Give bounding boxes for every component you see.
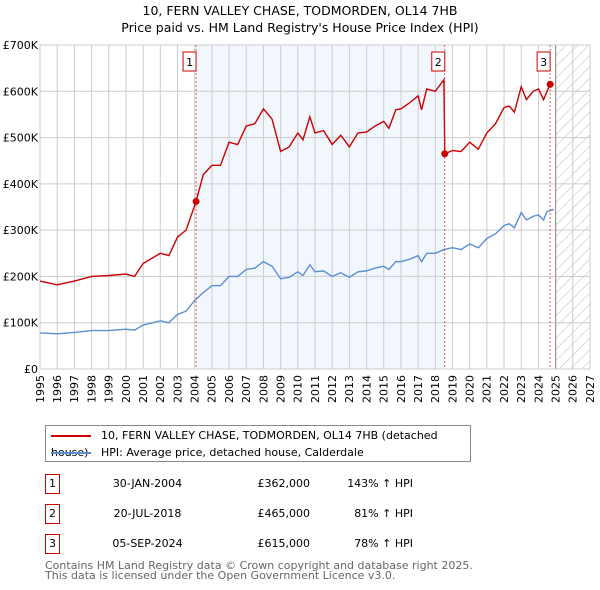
- x-tick-label: 2021: [481, 375, 494, 403]
- x-tick-label: 2000: [120, 375, 133, 403]
- plot-border: [39, 44, 591, 370]
- x-tick-label: 2017: [412, 375, 425, 403]
- sale-row: 2 20-JUL-2018 £465,000 81% ↑ HPI: [45, 504, 465, 524]
- sale-row: 1 30-JAN-2004 £362,000 143% ↑ HPI: [45, 474, 465, 494]
- x-tick-label: 2012: [326, 375, 339, 403]
- sale-row: 3 05-SEP-2024 £615,000 78% ↑ HPI: [45, 534, 465, 554]
- sale-number: 3: [45, 534, 60, 554]
- x-tick-label: 2018: [429, 375, 442, 403]
- chart-title: 10, FERN VALLEY CHASE, TODMORDEN, OL14 7…: [142, 3, 458, 18]
- y-tick-label: £200K: [3, 270, 39, 283]
- x-tick-label: 2024: [532, 375, 545, 403]
- sale-date: 05-SEP-2024: [112, 537, 183, 550]
- y-tick-label: £700K: [3, 39, 39, 52]
- x-tick-label: 1999: [103, 375, 116, 403]
- x-tick-label: 1995: [34, 375, 47, 403]
- x-tick-label: 2019: [446, 375, 459, 403]
- x-tick-label: 2007: [240, 375, 253, 403]
- sale-label: 1: [186, 56, 193, 69]
- sale-label-box: [536, 51, 551, 72]
- legend: 10, FERN VALLEY CHASE, TODMORDEN, OL14 7…: [45, 425, 471, 462]
- sale-number: 1: [45, 474, 60, 494]
- x-tick-label: 1996: [51, 375, 64, 403]
- x-tick-label: 2001: [137, 375, 150, 403]
- sale-point: [192, 197, 200, 205]
- x-tick-label: 2005: [206, 375, 219, 403]
- x-tick-label: 2014: [360, 375, 373, 403]
- sale-price: £362,000: [257, 477, 311, 490]
- x-tick-label: 2023: [515, 375, 528, 403]
- sale-date: 30-JAN-2004: [112, 477, 183, 490]
- chart-subtitle: Price paid vs. HM Land Registry's House …: [121, 20, 479, 35]
- sale-label-box: [431, 51, 446, 72]
- x-tick-label: 2015: [378, 375, 391, 403]
- sale-point: [546, 80, 554, 88]
- sale-number: 2: [45, 504, 60, 524]
- footer-line-2: This data is licensed under the Open Gov…: [45, 569, 396, 582]
- x-tick-label: 2013: [343, 375, 356, 403]
- x-tick-label: 2004: [189, 375, 202, 403]
- legend-item-property: 10, FERN VALLEY CHASE, TODMORDEN, OL14 7…: [51, 427, 470, 459]
- ownership-shade: [196, 45, 445, 369]
- sale-label: 2: [435, 56, 442, 69]
- x-tick-label: 2027: [584, 375, 597, 403]
- legend-item-hpi: HPI: Average price, detached house, Cald…: [51, 444, 364, 461]
- plot-area: 1995 1996 1997 1998 1999 2000 2001 2002 2003 2004…: [3, 39, 597, 403]
- y-tick-label: £0: [24, 363, 38, 376]
- sale-label-box: [182, 51, 197, 72]
- sale-price: £615,000: [257, 537, 311, 550]
- footer-line-1: Contains HM Land Registry data © Crown c…: [45, 559, 473, 572]
- legend-label: HPI: Average price, detached house, Cald…: [101, 446, 364, 459]
- x-tick-label: 2010: [292, 375, 305, 403]
- legend-swatch: [51, 452, 91, 454]
- sale-hpi-change: 81% ↑ HPI: [354, 507, 413, 520]
- y-tick-label: £400K: [3, 178, 39, 191]
- x-tick-label: 2009: [274, 375, 287, 403]
- x-tick-label: 2011: [309, 375, 322, 403]
- y-tick-label: £300K: [3, 224, 39, 237]
- x-tick-label: 2006: [223, 375, 236, 403]
- x-tick-label: 2008: [257, 375, 270, 403]
- sale-label: 3: [540, 56, 547, 69]
- x-tick-label: 1997: [68, 375, 81, 403]
- y-tick-label: £600K: [3, 85, 39, 98]
- sale-hpi-change: 143% ↑ HPI: [347, 477, 413, 490]
- y-tick-label: £100K: [3, 317, 39, 330]
- x-tick-label: 1998: [85, 375, 98, 403]
- sale-price: £465,000: [257, 507, 311, 520]
- sale-point: [441, 150, 449, 158]
- x-tick-label: 2003: [171, 375, 184, 403]
- x-tick-label: 2022: [498, 375, 511, 403]
- x-tick-label: 2016: [395, 375, 408, 403]
- x-tick-label: 2025: [549, 375, 562, 403]
- series-line: [39, 208, 555, 335]
- sale-hpi-change: 78% ↑ HPI: [354, 537, 413, 550]
- y-tick-label: £500K: [3, 132, 39, 145]
- sale-date: 20-JUL-2018: [113, 507, 182, 520]
- x-tick-label: 2002: [154, 375, 167, 403]
- x-tick-label: 2020: [464, 375, 477, 403]
- legend-swatch: [51, 435, 91, 437]
- series-line: [39, 77, 554, 286]
- x-tick-label: 2026: [567, 375, 580, 403]
